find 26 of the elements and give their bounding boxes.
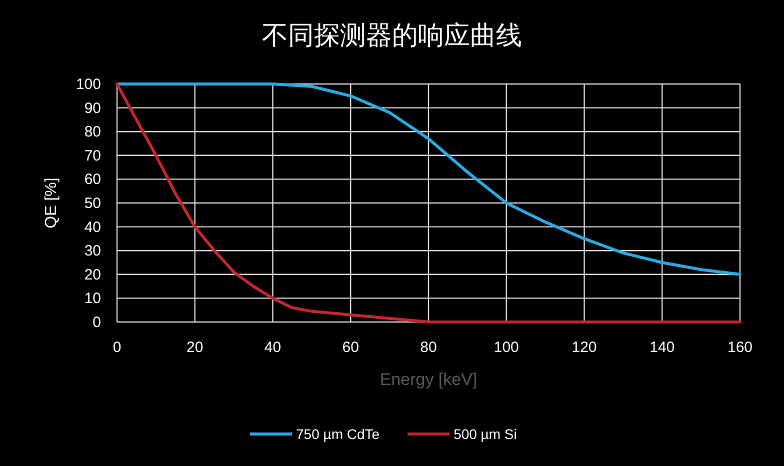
line-series <box>116 82 742 324</box>
x-tick-label: 160 <box>727 339 753 356</box>
x-tick-label: 120 <box>572 339 597 356</box>
x-tick-label: 60 <box>342 339 359 356</box>
y-tick-label: 40 <box>84 218 101 236</box>
x-tick-label: 140 <box>650 339 675 356</box>
y-tick-label: 90 <box>84 100 101 117</box>
y-axis-title: QE [%] <box>43 178 60 228</box>
x-tick-label: 20 <box>186 339 204 356</box>
y-tick-label: 80 <box>84 124 101 141</box>
y-tick-label: 50 <box>84 195 101 212</box>
y-tick-label: 60 <box>84 171 101 188</box>
x-tick-label: 100 <box>494 339 519 356</box>
y-tick-label: 20 <box>84 266 101 284</box>
x-tick-label: 40 <box>264 339 282 356</box>
y-tick-label: 70 <box>84 147 101 164</box>
x-tick-label: 80 <box>420 339 437 356</box>
legend-label: 500 µm Si <box>454 426 517 442</box>
y-tick-label: 10 <box>84 290 101 308</box>
x-tick-label: 0 <box>112 339 122 356</box>
y-tick-label: 100 <box>76 76 101 93</box>
y-tick-label: 30 <box>84 242 101 260</box>
y-tick-label: 0 <box>92 314 101 331</box>
x-axis-title: Energy [keV] <box>380 370 478 389</box>
chart-title: 不同探测器的响应曲线 <box>262 21 522 50</box>
legend-label: 750 µm CdTe <box>296 426 380 442</box>
